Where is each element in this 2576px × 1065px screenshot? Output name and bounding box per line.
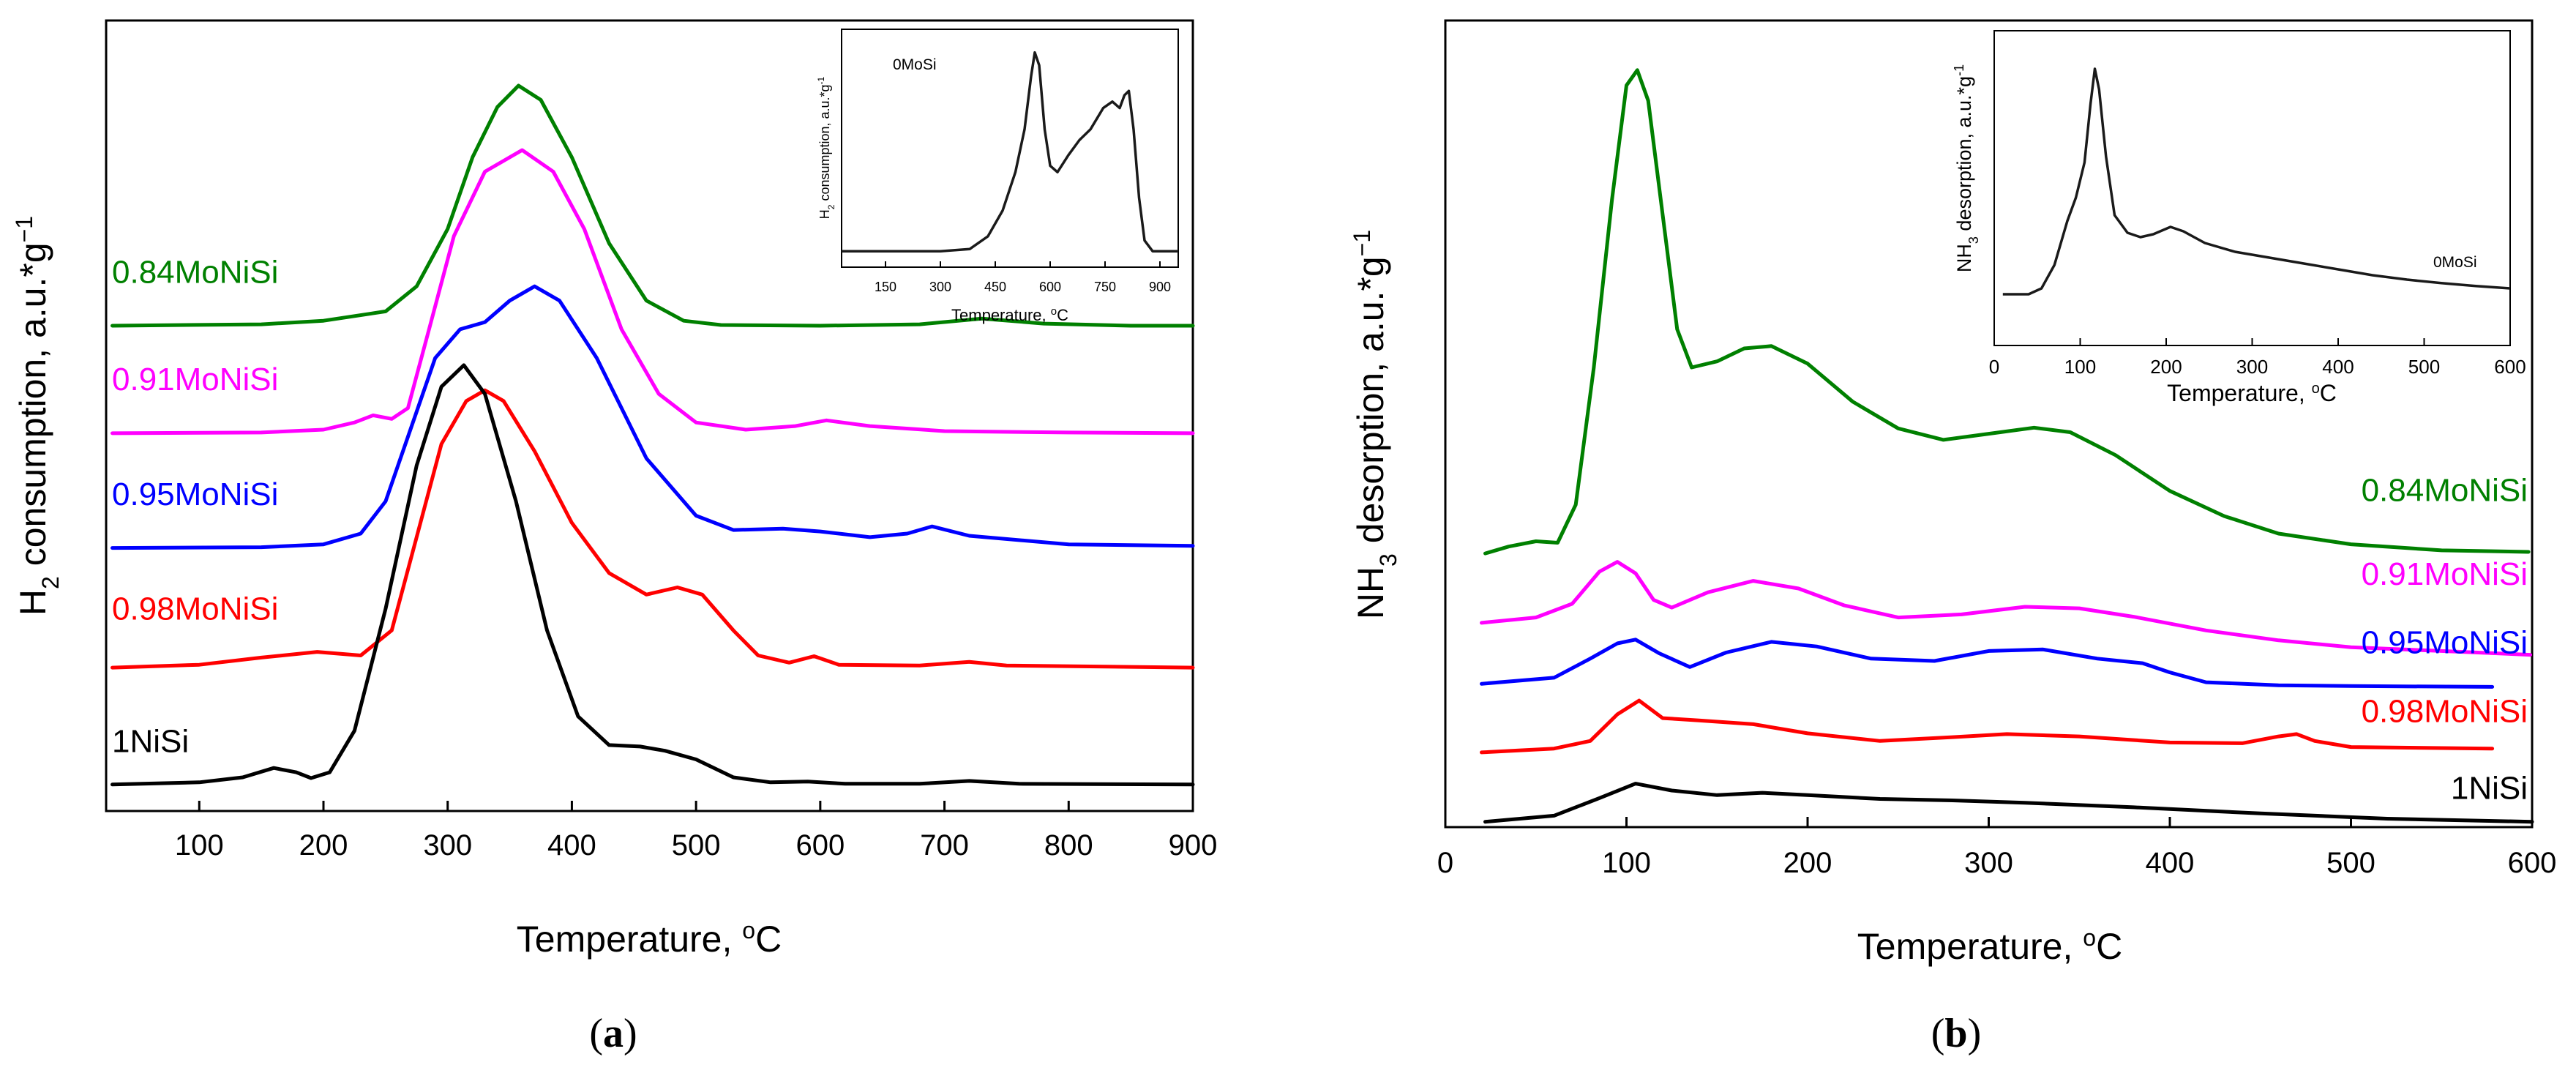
x-tick-label: 600 <box>795 829 845 862</box>
inset-x-tick-label: 0 <box>1989 356 1999 378</box>
x-tick-label: 100 <box>1602 847 1651 879</box>
series-line-1NiSi <box>1483 782 2534 824</box>
panel-b-inset-x-axis-title: Temperature, oC <box>2167 380 2337 406</box>
series-line-0.95MoNiSi <box>111 284 1195 550</box>
x-tick-label: 500 <box>672 829 721 862</box>
x-tick-label: 100 <box>175 829 224 862</box>
series-label-1NiSi: 1NiSi <box>112 724 189 760</box>
inset-x-tick-label: 150 <box>875 280 896 294</box>
x-tick-label: 200 <box>1783 847 1832 879</box>
panel-b-inset-frame <box>1993 30 2511 346</box>
inset-x-tick-label: 600 <box>2494 356 2526 378</box>
series-label-1NiSi: 1NiSi <box>2451 770 2528 806</box>
series-label-0.84MoNiSi: 0.84MoNiSi <box>112 254 278 290</box>
x-tick-label: 900 <box>1169 829 1218 862</box>
inset-x-tick-label: 600 <box>1039 280 1061 294</box>
series-line-0.91MoNiSi <box>1480 560 2532 657</box>
series-line-0.98MoNiSi <box>1480 698 2495 755</box>
x-tick-label: 600 <box>2508 847 2557 879</box>
series-label-0.84MoNiSi: 0.84MoNiSi <box>2362 472 2528 508</box>
panel-a-inset-x-ticks: 150 300 450 600 750 900 <box>875 261 1171 294</box>
series-line-0.84MoNiSi <box>1483 68 2531 556</box>
series-line-0.98MoNiSi <box>111 388 1195 670</box>
panel-b: 0 100 200 300 400 500 600 0.84MoNiSi 0.91MoNiSi… <box>1349 19 2557 1056</box>
inset-x-tick-label: 100 <box>2064 356 2096 378</box>
panel-a-caption-label: (a) <box>589 1011 637 1056</box>
panel-b-caption-label: (b) <box>1931 1011 1981 1056</box>
x-tick-label: 700 <box>920 829 969 862</box>
panel-b-inset: 0 100 200 300 400 500 600 0MoSi Temperature, o… <box>1952 30 2526 406</box>
panel-a-inset-x-axis-title: Temperature, oC <box>951 305 1068 325</box>
panel-a-inset: 150 300 450 600 750 900 0MoSi Temperature, oC… <box>816 29 1179 325</box>
panel-a-inset-sample-label: 0MoSi <box>893 56 937 73</box>
panel-a-series <box>111 83 1195 787</box>
inset-x-tick-label: 900 <box>1149 280 1171 294</box>
panel-b-series <box>1480 68 2534 824</box>
panel-a-series-labels: 0.84MoNiSi 0.91MoNiSi 0.95MoNiSi 0.98MoNiSi… <box>112 254 278 759</box>
panel-b-inset-y-axis-title: NH3 desorption, a.u.*g-1 <box>1952 64 1981 272</box>
x-tick-label: 800 <box>1044 829 1093 862</box>
x-tick-label: 0 <box>1437 847 1453 879</box>
panel-a-inset-frame <box>841 29 1179 268</box>
inset-x-tick-label: 200 <box>2150 356 2182 378</box>
x-tick-label: 500 <box>2326 847 2375 879</box>
series-label-0.95MoNiSi: 0.95MoNiSi <box>112 477 278 512</box>
panel-b-x-axis-title: Temperature, oC <box>1857 924 2122 967</box>
series-line-0.84MoNiSi <box>111 83 1195 328</box>
inset-x-tick-label: 450 <box>984 280 1006 294</box>
panel-b-inset-curve <box>2002 67 2511 296</box>
series-line-1NiSi <box>111 363 1195 787</box>
panel-b-series-labels: 0.84MoNiSi 0.91MoNiSi 0.95MoNiSi 0.98MoNiSi… <box>2362 472 2528 806</box>
x-tick-label: 400 <box>547 829 596 862</box>
series-label-0.98MoNiSi: 0.98MoNiSi <box>2362 693 2528 729</box>
series-line-0.91MoNiSi <box>111 148 1195 436</box>
series-line-0.95MoNiSi <box>1480 638 2495 689</box>
inset-x-tick-label: 300 <box>929 280 951 294</box>
inset-x-tick-label: 400 <box>2322 356 2354 378</box>
inset-x-tick-label: 750 <box>1094 280 1116 294</box>
series-label-0.91MoNiSi: 0.91MoNiSi <box>2362 556 2528 592</box>
panel-a-plot-frame <box>105 19 1194 812</box>
panel-a-inset-curve <box>842 51 1178 253</box>
panel-a-x-ticks: 100 200 300 400 500 600 700 800 900 <box>175 801 1217 862</box>
series-label-0.98MoNiSi: 0.98MoNiSi <box>112 591 278 627</box>
panel-b-inset-sample-label: 0MoSi <box>2433 254 2477 271</box>
x-tick-label: 200 <box>299 829 348 862</box>
panel-a-x-axis-title: Temperature, oC <box>517 917 782 960</box>
panel-b-x-ticks: 0 100 200 300 400 500 600 <box>1437 817 2557 879</box>
series-label-0.95MoNiSi: 0.95MoNiSi <box>2362 625 2528 661</box>
x-tick-label: 300 <box>423 829 472 862</box>
panel-a: 100 200 300 400 500 600 700 800 900 0.84MoNiSi0.… <box>11 19 1217 1056</box>
panel-a-y-axis-title: H2 consumption, a.u.*g−1 <box>11 216 64 616</box>
inset-x-tick-label: 300 <box>2236 356 2268 378</box>
panel-a-inset-y-axis-title: H2 consumption, a.u.*g-1 <box>816 76 836 219</box>
inset-x-tick-label: 500 <box>2408 356 2440 378</box>
series-label-0.91MoNiSi: 0.91MoNiSi <box>112 362 278 397</box>
panel-b-y-axis-title: NH3 desorption, a.u.*g−1 <box>1349 230 1401 619</box>
x-tick-label: 400 <box>2146 847 2195 879</box>
panel-b-inset-x-ticks: 0 100 200 300 400 500 600 <box>1989 338 2526 378</box>
x-tick-label: 300 <box>1964 847 2013 879</box>
